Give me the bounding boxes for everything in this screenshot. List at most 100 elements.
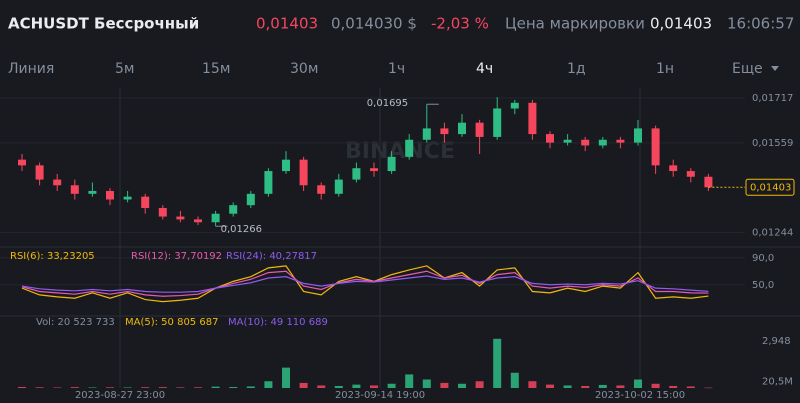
volume-bar xyxy=(440,382,449,388)
candle-body xyxy=(440,128,449,135)
y-tick-label: 90,0 xyxy=(752,253,774,264)
timeframe-tab[interactable]: 1д xyxy=(567,61,586,77)
annotation-label: 0,01695 xyxy=(367,98,408,109)
candle-body xyxy=(510,102,519,109)
volume-bar xyxy=(282,367,290,388)
candle-body xyxy=(704,176,713,188)
candle-body xyxy=(669,165,678,172)
last-price-box xyxy=(745,178,795,196)
candle-body xyxy=(475,122,484,137)
timeframe-tab[interactable]: 1ч xyxy=(388,61,405,77)
candle-body xyxy=(686,171,695,177)
mark-label: Цена маркировки xyxy=(505,15,645,33)
volume-bar xyxy=(106,387,114,388)
timeframe-tab[interactable]: Еще xyxy=(732,61,763,77)
volume-bar xyxy=(352,384,361,388)
candle-body xyxy=(651,128,660,166)
mark-price: 0,01403 xyxy=(650,15,712,33)
candle-body xyxy=(493,108,502,137)
volume-bar xyxy=(35,387,44,388)
candle-body xyxy=(229,205,238,214)
candle-body xyxy=(634,128,642,143)
timeframe-tab[interactable]: 5м xyxy=(115,61,134,77)
y-tick-label: 2,948 xyxy=(762,336,791,347)
candle-body xyxy=(211,213,220,223)
candle-body xyxy=(176,216,185,220)
volume-bar xyxy=(158,387,167,388)
annotation-label: 0,01266 xyxy=(221,224,262,235)
volume-bar xyxy=(264,381,273,388)
timeframe-tab[interactable]: 4ч xyxy=(476,61,493,77)
volume-bar xyxy=(299,382,308,388)
volume-bar xyxy=(194,387,202,388)
volume-bar xyxy=(563,385,572,388)
volume-bar xyxy=(123,387,132,388)
y-tick-label: 50,0 xyxy=(752,280,774,291)
timeframe-tab[interactable]: 15м xyxy=(202,61,230,77)
candle-body xyxy=(18,159,26,166)
volume-bar xyxy=(370,385,378,388)
y-tick-label: 20,5M xyxy=(762,377,793,388)
candle-body xyxy=(616,139,625,143)
last-price-label: 0,01403 xyxy=(750,182,791,193)
candle-body xyxy=(53,179,62,186)
candle-body xyxy=(422,128,431,140)
legend-label: RSI(24): 40,27817 xyxy=(226,251,317,262)
volume-bar xyxy=(141,387,150,388)
candle-body xyxy=(264,171,273,194)
last-price: 0,01403 xyxy=(256,15,318,33)
candle-body xyxy=(194,219,202,223)
volume-bar xyxy=(246,386,255,388)
candle-body xyxy=(405,139,414,157)
legend-label: MA(10): 49 110 689 xyxy=(228,317,328,328)
volume-bar xyxy=(405,374,414,388)
volume-bar xyxy=(616,385,625,388)
candle-body xyxy=(546,134,554,143)
volume-bar xyxy=(387,383,396,388)
timeframe-tab[interactable]: Линия xyxy=(8,61,54,77)
candle-body xyxy=(598,139,607,146)
time: 16:06:57 xyxy=(727,15,794,33)
timeframe-tab[interactable]: 1н xyxy=(656,61,674,77)
symbol: ACHUSDT Бессрочный xyxy=(8,15,199,33)
legend-label: RSI(6): 33,23205 xyxy=(10,251,95,262)
rsi-line xyxy=(21,275,709,293)
usd-price: 0,014030 $ xyxy=(331,15,417,33)
candle-body xyxy=(299,159,308,186)
legend-label: Vol: 20 523 733 xyxy=(36,317,115,328)
volume-bar xyxy=(581,385,590,388)
candle-body xyxy=(282,159,290,172)
volume-bar xyxy=(88,387,97,388)
volume-bar xyxy=(546,384,554,388)
candle-body xyxy=(158,208,167,217)
timeframe-tab[interactable]: 30м xyxy=(290,61,318,77)
legend-label: RSI(12): 37,70192 xyxy=(131,251,222,262)
candle-body xyxy=(70,185,79,194)
candle-body xyxy=(334,179,343,194)
candle-body xyxy=(141,196,150,209)
volume-bar xyxy=(475,381,484,388)
change: -2,03 % xyxy=(431,15,489,33)
volume-bar xyxy=(53,387,62,388)
volume-bar xyxy=(510,372,519,388)
volume-bar xyxy=(334,385,343,388)
volume-bar xyxy=(598,384,607,388)
y-tick-label: 0,01244 xyxy=(752,227,793,238)
volume-bar xyxy=(18,386,26,388)
candle-body xyxy=(88,190,97,194)
volume-bar xyxy=(686,386,695,388)
more-arrow xyxy=(771,66,779,71)
volume-bar xyxy=(704,387,713,389)
candle-body xyxy=(370,168,378,172)
volume-bar xyxy=(422,379,431,388)
x-axis-label: 2023-10-02 15:00 xyxy=(595,390,685,401)
x-axis-label: 2023-09-14 19:00 xyxy=(335,390,425,401)
candle-body xyxy=(581,139,590,146)
volume-bar xyxy=(651,383,660,388)
volume-bar xyxy=(70,387,79,388)
volume-bar xyxy=(493,338,502,388)
y-tick-label: 0,01717 xyxy=(752,93,793,104)
volume-bar xyxy=(176,387,185,388)
